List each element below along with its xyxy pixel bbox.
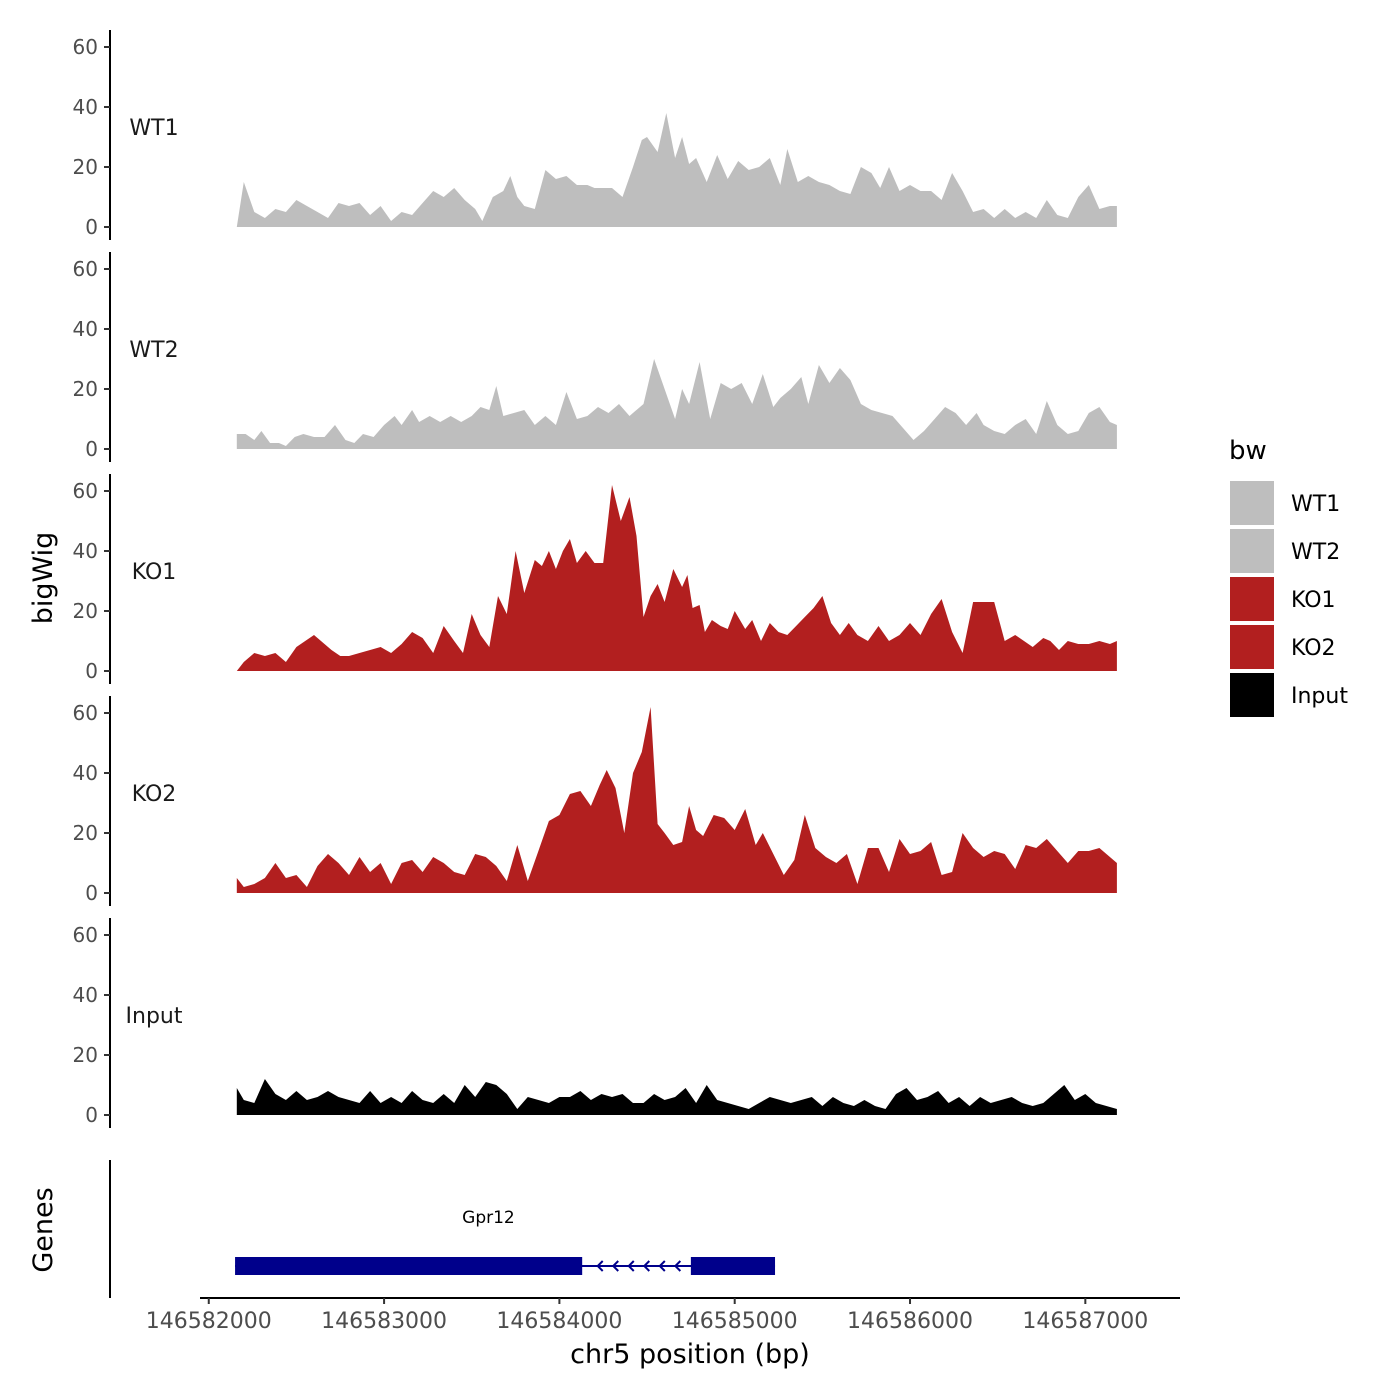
- y-tick-label: 0: [85, 437, 98, 461]
- track-label-ko1: KO1: [132, 560, 177, 585]
- legend-key-wt2: [1228, 527, 1276, 575]
- y-tick-label: 60: [73, 701, 98, 725]
- y-tick-label: 40: [73, 539, 98, 563]
- tracks-group: 0 20 40 60 WT1 0 20 40 60 WT2 0 20 40 60 KO1 0 20 40 60 KO2…: [73, 30, 1117, 1128]
- y-tick-label: 20: [73, 155, 98, 179]
- y-tick-label: 60: [73, 923, 98, 947]
- x-tick-label: 146582000: [146, 1309, 272, 1334]
- y-tick-label: 20: [73, 1043, 98, 1067]
- area-input: [236, 1079, 1117, 1115]
- y-tick-label: 60: [73, 257, 98, 281]
- y-tick-label: 0: [85, 215, 98, 239]
- y-tick-label: 40: [73, 95, 98, 119]
- y-tick-label: 0: [85, 1103, 98, 1127]
- y-tick-label: 0: [85, 881, 98, 905]
- y-tick-label: 40: [73, 317, 98, 341]
- strand-arrow: [658, 1260, 666, 1272]
- track-wt1: 0 20 40 60 WT1: [73, 30, 1117, 240]
- y-tick-label: 0: [85, 659, 98, 683]
- x-axis: 146582000 146583000 146584000 146585000 1465…: [146, 1297, 1180, 1334]
- track-input: 0 20 40 60 Input: [73, 918, 1117, 1128]
- legend-key-wt1: [1228, 479, 1276, 527]
- y-tick-label: 40: [73, 983, 98, 1007]
- track-label-ko2: KO2: [132, 782, 177, 807]
- strand-arrow: [642, 1260, 651, 1272]
- x-tick-label: 146586000: [847, 1309, 973, 1334]
- y-tick-label: 20: [73, 821, 98, 845]
- x-tick-label: 146585000: [672, 1309, 798, 1334]
- area-ko1: [236, 485, 1117, 671]
- area-wt1: [236, 113, 1117, 227]
- area-wt2: [236, 359, 1117, 449]
- legend-label-wt2: WT2: [1291, 540, 1340, 565]
- legend-label-wt1: WT1: [1291, 492, 1340, 517]
- y-tick-label: 20: [73, 599, 98, 623]
- y-tick-label: 60: [73, 479, 98, 503]
- gene-panel: Gpr12: [109, 1160, 776, 1298]
- gene-exon: [235, 1257, 583, 1275]
- y-tick-label: 20: [73, 377, 98, 401]
- track-label-input: Input: [126, 1004, 183, 1029]
- x-axis-title: chr5 position (bp): [570, 1339, 810, 1370]
- track-label-wt1: WT1: [129, 116, 178, 141]
- y-tick-label: 40: [73, 761, 98, 785]
- legend-title: bw: [1229, 436, 1267, 466]
- y-tick-label: 60: [73, 35, 98, 59]
- track-wt2: 0 20 40 60 WT2: [73, 252, 1117, 462]
- strand-arrow: [627, 1260, 635, 1272]
- legend-key-ko1: [1228, 575, 1276, 623]
- legend-label-input: Input: [1291, 684, 1348, 709]
- strand-arrow: [673, 1260, 682, 1272]
- track-label-wt2: WT2: [129, 338, 178, 363]
- legend-label-ko1: KO1: [1291, 588, 1336, 613]
- x-tick-label: 146584000: [496, 1309, 622, 1334]
- genes-axis-title: Genes: [28, 1187, 59, 1272]
- track-ko1: 0 20 40 60 KO1: [73, 474, 1117, 684]
- y-axis-title: bigWig: [28, 532, 59, 625]
- x-tick-label: 146583000: [321, 1309, 447, 1334]
- legend-key-ko2: [1228, 623, 1276, 671]
- legend-label-ko2: KO2: [1291, 636, 1336, 661]
- legend: WT1 WT2 KO1 KO2 Input: [1228, 479, 1348, 719]
- area-ko2: [236, 707, 1117, 893]
- x-tick-label: 146587000: [1022, 1309, 1148, 1334]
- track-ko2: 0 20 40 60 KO2: [73, 696, 1117, 906]
- strand-arrow: [611, 1260, 619, 1272]
- strand-arrow: [596, 1260, 604, 1272]
- gene-label-gpr12: Gpr12: [462, 1208, 515, 1228]
- legend-key-input: [1228, 671, 1276, 719]
- gene-exon: [690, 1257, 776, 1275]
